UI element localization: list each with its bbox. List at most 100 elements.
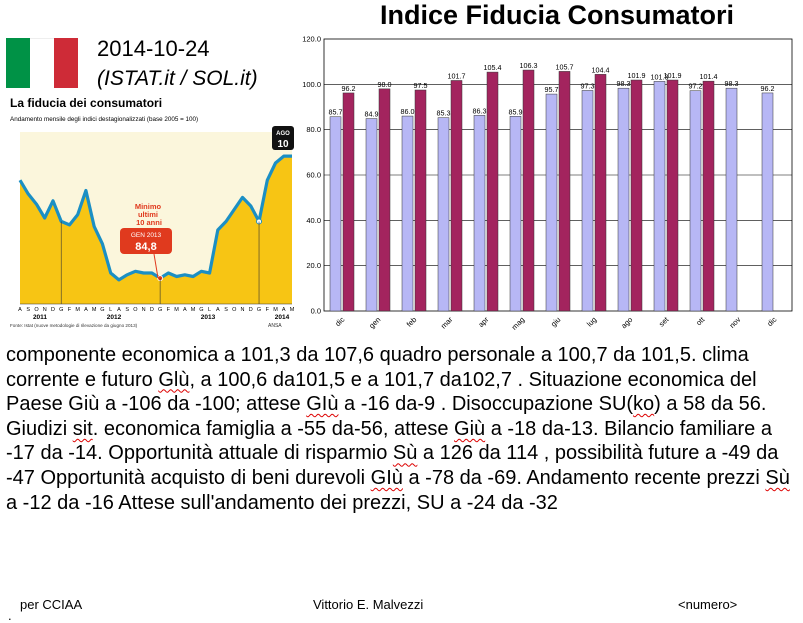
y-tick-label: 20.0: [306, 261, 321, 270]
bar-series1-gen: [365, 118, 378, 312]
bar-series1-dic: [761, 92, 774, 312]
inset-subtitle: Andamento mensile degli indici destagion…: [10, 116, 198, 123]
bar-series1-set: [653, 81, 666, 312]
inset-month-label: M: [191, 307, 196, 313]
inset-month-label: G: [257, 307, 261, 313]
x-tick-label: giu: [549, 315, 562, 328]
inset-month-label: F: [68, 307, 72, 313]
inset-callout-title: Minimo ultimi 10 anni: [135, 202, 163, 227]
bar-value-label: 101.7: [448, 71, 466, 80]
body-paragraph: componente economica a 101,3 da 107,6 qu…: [6, 343, 796, 515]
bar-chart: 85.7 96.2 84.9 98.0 86.0 97.5 85.3 101.7 86.3 105…: [302, 35, 793, 332]
bar-series2-ott: [702, 80, 715, 312]
bar-value-label: 86.3: [473, 106, 487, 115]
spellcheck-word: Glù: [158, 368, 190, 391]
bar-value-label: 96.2: [761, 84, 775, 93]
inset-year-label: 2012: [107, 314, 122, 321]
source-label: (ISTAT.it / SOL.it): [97, 67, 258, 90]
inset-trend-line: [18, 154, 292, 282]
inset-month-label: M: [290, 307, 294, 313]
bar-series1-mag: [509, 116, 522, 312]
inset-month-label: F: [167, 307, 171, 313]
inset-month-label: S: [224, 307, 228, 313]
inset-agency: ANSA: [268, 323, 282, 329]
bar-chart-value-labels: 85.7 96.2 84.9 98.0 86.0 97.5 85.3 101.7 86.3 105…: [329, 61, 775, 119]
spellcheck-word: sit: [72, 417, 93, 440]
bar-series2-dic: [342, 92, 355, 312]
inset-badge: AGO 10: [272, 126, 294, 150]
bar-chart-bars: [329, 69, 774, 312]
inset-month-label: G: [59, 307, 63, 313]
bar-value-label: 104.4: [592, 65, 610, 74]
bar-value-label: 86.0: [401, 107, 415, 116]
bar-series2-apr: [486, 71, 499, 312]
inset-month-label: M: [92, 307, 97, 313]
bar-value-label: 97.5: [414, 81, 428, 90]
x-tick-label: feb: [405, 315, 419, 329]
x-tick-label: dic: [333, 315, 346, 328]
spellcheck-word: Sù: [392, 442, 418, 465]
bar-series1-lug: [581, 90, 594, 312]
flag-green-stripe: [6, 38, 30, 88]
inset-month-label: D: [51, 307, 55, 313]
spellcheck-word: GIù: [306, 393, 339, 416]
bar-value-label: 105.7: [556, 62, 574, 71]
x-tick-label: ott: [694, 314, 707, 327]
footer-left-text: per CCIAA: [20, 597, 83, 612]
bar-value-label: 97.3: [581, 81, 595, 90]
inset-month-label: S: [26, 307, 30, 313]
spellcheck-word: GIù: [370, 466, 403, 489]
bar-value-label: 101.9: [664, 71, 682, 80]
inset-badge-value: 10: [277, 139, 289, 150]
inset-month-label: O: [34, 307, 39, 313]
y-tick-label: 120.0: [302, 35, 321, 44]
flag-red-stripe: [54, 38, 78, 88]
inset-callout: Minimo ultimi 10 anni GEN 2013 84,8: [120, 202, 172, 279]
bar-chart-y-axis: 0.0 20.0 40.0 60.0 80.0 100.0 120.0: [302, 35, 321, 316]
bar-series1-ott: [689, 90, 702, 312]
bar-series1-giu: [545, 93, 558, 312]
inset-callout-value: 84,8: [135, 241, 156, 253]
flag-white-stripe: [30, 38, 54, 88]
bar-series2-feb: [414, 89, 427, 312]
bar-value-label: 85.3: [437, 109, 451, 118]
inset-month-label: A: [18, 307, 22, 313]
y-tick-label: 40.0: [306, 216, 321, 225]
bar-chart-x-axis: dic gen feb mar apr mag giu lug ago set ott nov dic: [333, 314, 778, 331]
inset-month-label: M: [273, 307, 278, 313]
y-tick-label: 60.0: [306, 171, 321, 180]
bar-series2-ago: [630, 79, 643, 312]
bar-value-label: 98.3: [725, 79, 739, 88]
x-tick-label: mag: [510, 315, 527, 332]
x-tick-label: dic: [765, 315, 778, 328]
x-tick-label: gen: [367, 315, 382, 330]
inset-callout-month: GEN 2013: [131, 232, 162, 239]
x-tick-label: apr: [476, 315, 490, 329]
italy-flag-icon: [6, 38, 78, 88]
spellcheck-word: ko: [633, 393, 655, 416]
page-title: Indice Fiducia Consumatori: [380, 0, 735, 30]
bar-value-label: 85.7: [329, 108, 343, 117]
inset-month-label: A: [282, 307, 286, 313]
bar-value-label: 105.4: [484, 63, 502, 72]
footer-dot: .: [8, 608, 12, 623]
y-tick-label: 0.0: [311, 307, 321, 316]
y-tick-label: 80.0: [306, 125, 321, 134]
inset-area: [20, 156, 292, 304]
y-tick-label: 100.0: [302, 80, 321, 89]
bar-value-label: 85.9: [509, 107, 523, 116]
bar-series1-nov: [725, 87, 738, 312]
bar-value-label: 97.2: [689, 82, 703, 91]
bar-series1-dic: [329, 116, 342, 312]
inset-month-label: G: [100, 307, 104, 313]
inset-badge-month: AGO: [276, 131, 290, 137]
footer-author: Vittorio E. Malvezzi: [313, 597, 424, 612]
bar-series1-ago: [617, 87, 630, 312]
inset-month-label: G: [158, 307, 162, 313]
bar-value-label: 98.0: [378, 80, 392, 89]
inset-month-label: M: [75, 307, 80, 313]
inset-month-label: N: [241, 307, 245, 313]
inset-plot-area: [18, 132, 292, 305]
bar-chart-grid: [323, 38, 793, 312]
bar-value-label: 101.4: [700, 72, 718, 81]
